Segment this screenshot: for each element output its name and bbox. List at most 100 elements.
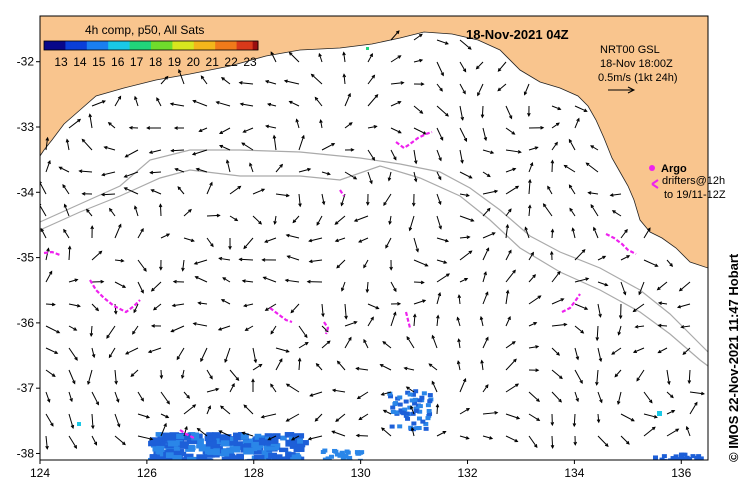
sst-pixel bbox=[690, 454, 696, 459]
current-arrow bbox=[183, 404, 196, 415]
sst-pixel bbox=[278, 447, 289, 453]
current-arrow bbox=[596, 369, 599, 385]
arrow-head bbox=[486, 207, 491, 212]
current-arrow bbox=[528, 345, 539, 349]
current-arrow bbox=[681, 325, 691, 328]
arrow-head bbox=[207, 405, 211, 410]
arrow-head bbox=[108, 207, 113, 212]
arrow-head bbox=[326, 171, 331, 176]
sst-pixel bbox=[413, 408, 419, 413]
current-arrow bbox=[68, 246, 71, 261]
current-arrow bbox=[284, 80, 300, 85]
sst-pixel bbox=[419, 395, 425, 400]
arrow-head bbox=[279, 163, 284, 168]
current-arrow bbox=[242, 280, 254, 283]
arrow-head bbox=[172, 279, 177, 284]
current-arrow bbox=[151, 189, 162, 195]
arrow-head bbox=[152, 306, 157, 311]
arrow-head bbox=[40, 227, 44, 232]
current-arrow bbox=[308, 435, 323, 440]
current-arrow bbox=[45, 303, 55, 306]
arrow-head bbox=[532, 274, 537, 278]
arrow-head bbox=[200, 358, 204, 363]
current-arrow bbox=[160, 233, 170, 239]
current-arrow bbox=[688, 369, 691, 384]
sst-pixel bbox=[183, 453, 194, 460]
sst-pixel bbox=[268, 452, 277, 459]
current-arrow bbox=[291, 435, 300, 441]
arrow-head bbox=[260, 414, 265, 419]
current-arrow bbox=[482, 272, 487, 283]
sst-pixel bbox=[254, 433, 262, 440]
current-arrow bbox=[413, 59, 423, 63]
current-arrow bbox=[124, 187, 139, 195]
arrow-head bbox=[694, 401, 698, 406]
arrow-head bbox=[95, 401, 99, 406]
arrow-head bbox=[393, 288, 397, 293]
current-arrow bbox=[309, 259, 323, 263]
current-arrow bbox=[45, 347, 58, 354]
sst-pixel bbox=[214, 450, 227, 457]
arrow-head bbox=[590, 145, 595, 149]
arrow-head bbox=[353, 176, 358, 180]
current-arrow bbox=[137, 413, 150, 418]
arrow-head bbox=[470, 218, 475, 222]
arrow-head bbox=[91, 425, 95, 430]
arrow-head bbox=[419, 58, 424, 63]
arrow-head bbox=[348, 122, 353, 126]
arrow-head bbox=[122, 441, 126, 446]
current-arrow bbox=[367, 94, 378, 107]
arrow-head bbox=[515, 383, 520, 387]
arrow-head bbox=[54, 350, 59, 354]
sst-pixel bbox=[197, 438, 204, 447]
arrow-head bbox=[491, 232, 496, 236]
arrow-head bbox=[86, 208, 90, 213]
sst-pixel bbox=[243, 447, 254, 455]
current-arrow bbox=[267, 103, 277, 107]
sst-pixel bbox=[698, 456, 704, 460]
arrow-head bbox=[460, 116, 465, 121]
sst-pixel bbox=[161, 450, 170, 455]
arrow-head bbox=[371, 156, 376, 161]
colorbar-swatch bbox=[252, 41, 259, 50]
sst-pixel bbox=[221, 456, 231, 460]
arrow-head bbox=[93, 441, 98, 446]
arrow-head bbox=[258, 363, 263, 368]
current-arrow bbox=[68, 279, 78, 283]
x-tick-label: 132 bbox=[458, 466, 478, 480]
current-arrow bbox=[436, 292, 441, 305]
current-arrow bbox=[102, 171, 116, 176]
current-arrow bbox=[689, 391, 704, 395]
argo-marker-icon bbox=[649, 165, 655, 171]
sst-pixel bbox=[417, 404, 423, 409]
arrow-head bbox=[440, 72, 444, 77]
arrow-head bbox=[285, 383, 290, 388]
current-arrow bbox=[252, 347, 257, 363]
current-arrow bbox=[275, 164, 283, 173]
current-arrow bbox=[252, 188, 265, 195]
arrow-head bbox=[443, 260, 448, 264]
current-arrow bbox=[137, 435, 153, 440]
current-arrow bbox=[574, 325, 584, 334]
arrow-head bbox=[379, 364, 384, 368]
current-arrow bbox=[481, 360, 484, 371]
arrow-head bbox=[505, 223, 510, 229]
arrow-head bbox=[200, 75, 205, 80]
current-arrow bbox=[551, 105, 561, 110]
arrow-head bbox=[344, 315, 348, 320]
arrow-head bbox=[307, 167, 312, 172]
current-arrow bbox=[68, 413, 74, 429]
y-tick-label: -33 bbox=[17, 120, 35, 134]
current-arrow bbox=[125, 149, 139, 158]
arrow-head bbox=[576, 117, 580, 122]
current-arrow bbox=[137, 281, 144, 293]
arrow-head bbox=[397, 130, 402, 134]
current-arrow bbox=[573, 413, 576, 427]
current-arrow bbox=[149, 149, 162, 154]
arrow-head bbox=[288, 51, 293, 56]
current-arrow bbox=[298, 342, 309, 349]
sst-pixel bbox=[291, 454, 302, 460]
current-arrow bbox=[574, 391, 579, 402]
arrow-head bbox=[616, 400, 621, 405]
arrow-head bbox=[69, 398, 73, 403]
